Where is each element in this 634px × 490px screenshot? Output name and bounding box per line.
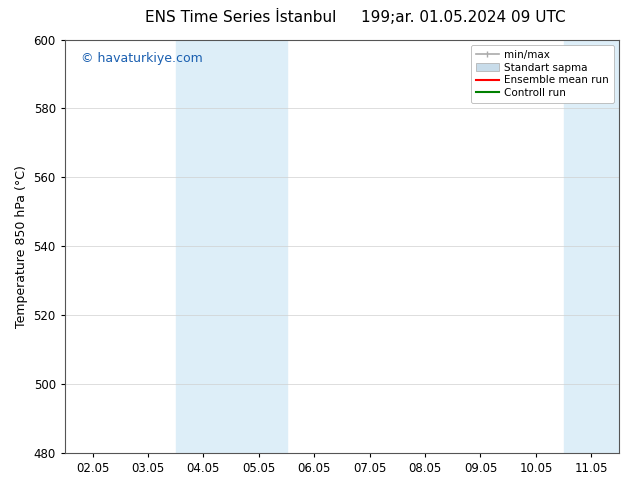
Y-axis label: Temperature 850 hPa (°C): Temperature 850 hPa (°C) (15, 165, 28, 328)
Legend: min/max, Standart sapma, Ensemble mean run, Controll run: min/max, Standart sapma, Ensemble mean r… (470, 45, 614, 103)
Bar (564, 40, 619, 453)
Bar (176, 40, 287, 453)
Text: © havaturkiye.com: © havaturkiye.com (81, 52, 204, 65)
Text: ENS Time Series İstanbul: ENS Time Series İstanbul (145, 10, 337, 25)
Text: 199;ar. 01.05.2024 09 UTC: 199;ar. 01.05.2024 09 UTC (361, 10, 565, 25)
